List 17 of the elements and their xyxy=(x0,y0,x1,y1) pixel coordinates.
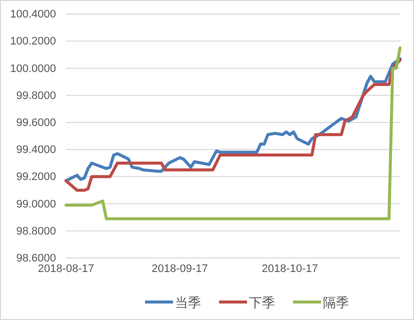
y-tick-label: 100.0000 xyxy=(10,62,56,75)
line-series xyxy=(64,46,402,220)
y-tick-label: 98.8000 xyxy=(16,225,56,238)
y-tick-label: 99.4000 xyxy=(16,144,56,156)
y-tick-label: 100.4000 xyxy=(10,8,56,21)
legend-label: 下季 xyxy=(249,296,275,311)
y-tick-label: 100.2000 xyxy=(10,36,56,48)
y-tick-label: 99.2000 xyxy=(16,171,56,184)
y-tick-label: 99.8000 xyxy=(16,90,56,102)
y-tick-label: 99.6000 xyxy=(16,116,56,129)
x-tick-label: 2018-08-17 xyxy=(38,262,94,275)
y-tick-label: 99.0000 xyxy=(16,198,56,210)
legend-label: 隔季 xyxy=(323,296,349,311)
y-tick-label: 98.6000 xyxy=(16,252,56,265)
legend-label: 当季 xyxy=(175,296,201,311)
x-tick-label: 2018-09-17 xyxy=(152,262,208,275)
x-tick-label: 2018-10-17 xyxy=(262,262,318,275)
